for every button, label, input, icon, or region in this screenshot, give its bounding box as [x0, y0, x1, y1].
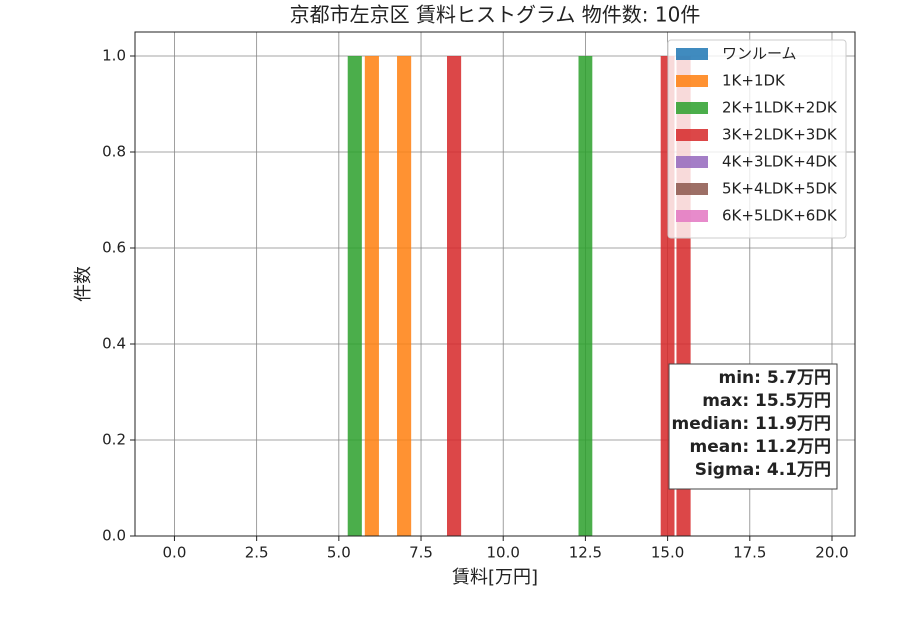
x-tick-label: 2.5 — [245, 544, 269, 562]
legend-swatch — [676, 102, 708, 114]
stats-text: min: 5.7万円 — [719, 368, 831, 388]
bar — [447, 56, 462, 536]
stats-box — [668, 363, 838, 490]
bar — [578, 56, 593, 536]
x-tick-label: 17.5 — [733, 544, 766, 562]
legend-swatch — [676, 129, 708, 141]
legend-label: 2K+1LDK+2DK — [722, 99, 838, 117]
legend-label: 1K+1DK — [722, 72, 786, 90]
x-tick-label: 0.0 — [163, 544, 187, 562]
x-tick-label: 20.0 — [815, 544, 848, 562]
legend-label: ワンルーム — [722, 45, 797, 63]
y-tick-label: 0.4 — [102, 335, 126, 353]
legend-label: 6K+5LDK+6DK — [722, 207, 838, 225]
plot-frame — [134, 31, 856, 537]
stats-text: max: 15.5万円 — [702, 391, 831, 411]
stats-text: median: 11.9万円 — [672, 414, 831, 434]
y-tick-label: 0.2 — [102, 431, 126, 449]
y-tick-label: 0.0 — [102, 527, 126, 545]
legend-swatch — [676, 210, 708, 222]
x-axis-label: 賃料[万円] — [452, 567, 538, 588]
bar — [364, 56, 379, 536]
chart-title: 京都市左京区 賃料ヒストグラム 物件数: 10件 — [290, 3, 701, 27]
x-tick-label: 12.5 — [569, 544, 602, 562]
y-tick-label: 0.6 — [102, 239, 126, 257]
x-tick-label: 15.0 — [651, 544, 684, 562]
y-tick-label: 0.8 — [102, 143, 126, 161]
legend-swatch — [676, 183, 708, 195]
y-axis-label: 件数 — [73, 266, 94, 302]
stats-text: Sigma: 4.1万円 — [695, 460, 831, 480]
x-tick-label: 10.0 — [487, 544, 520, 562]
legend-swatch — [676, 156, 708, 168]
bar — [397, 56, 412, 536]
legend-label: 3K+2LDK+3DK — [722, 126, 838, 144]
bar — [347, 56, 362, 536]
legend-swatch — [676, 75, 708, 87]
x-tick-label: 7.5 — [409, 544, 433, 562]
y-tick-label: 1.0 — [102, 47, 126, 65]
legend-label: 4K+3LDK+4DK — [722, 153, 838, 171]
stats-text: mean: 11.2万円 — [690, 437, 831, 457]
legend: ワンルーム 1K+1DK 2K+1LDK+2DK 3K+2LDK+3DK 4K+3LDK… — [667, 39, 847, 239]
legend-label: 5K+4LDK+5DK — [722, 180, 838, 198]
legend-box — [667, 39, 847, 239]
x-tick-label: 5.0 — [327, 544, 351, 562]
legend-swatch — [676, 48, 708, 60]
